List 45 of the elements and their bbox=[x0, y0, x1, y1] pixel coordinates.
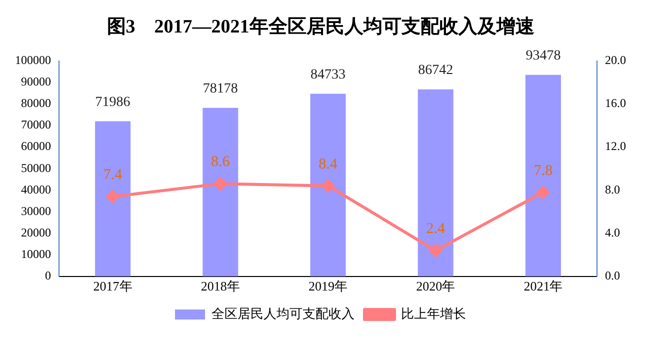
x-tick-label: 2017年 bbox=[93, 278, 132, 294]
bar bbox=[525, 74, 561, 276]
y2-tick-label: 12.0 bbox=[605, 139, 626, 154]
point bbox=[536, 186, 550, 199]
y-tick-label: 0 bbox=[45, 268, 51, 283]
point bbox=[322, 179, 334, 192]
data-label: 2.4 bbox=[426, 220, 446, 237]
data-label: 86742 bbox=[418, 63, 454, 78]
x-tick-label: 2019年 bbox=[308, 278, 348, 294]
y2-tick-label: 20.0 bbox=[605, 52, 626, 67]
y-tick-label: 80000 bbox=[21, 96, 51, 110]
data-label: 8.6 bbox=[211, 154, 230, 170]
y-tick-label: 90000 bbox=[21, 74, 51, 89]
data-label: 84733 bbox=[310, 67, 346, 82]
y-tick-label: 70000 bbox=[21, 118, 51, 132]
bar bbox=[310, 94, 346, 276]
y-tick-label: 60000 bbox=[21, 139, 51, 154]
data-label: 78178 bbox=[202, 82, 238, 97]
data-label: 7.8 bbox=[534, 162, 553, 179]
legend-label: 比上年增长 bbox=[401, 306, 466, 321]
point bbox=[214, 177, 227, 190]
y-tick-label: 20000 bbox=[21, 225, 51, 240]
x-tick-label: 2018年 bbox=[200, 278, 240, 294]
y2-tick-label: 8.0 bbox=[605, 182, 620, 196]
y2-tick-label: 4.0 bbox=[605, 225, 620, 240]
data-label: 8.4 bbox=[318, 156, 338, 172]
chart-title: 图3 2017—2021年全区居民人均可支配收入及增速 bbox=[106, 15, 534, 38]
data-label: 7.4 bbox=[103, 167, 123, 184]
y-tick-label: 40000 bbox=[21, 182, 51, 196]
y-tick-label: 30000 bbox=[21, 204, 51, 218]
y2-tick-label: 16.0 bbox=[605, 96, 626, 110]
y-tick-label: 100000 bbox=[15, 52, 51, 67]
bar bbox=[202, 108, 238, 276]
data-label: 93478 bbox=[526, 48, 561, 64]
point bbox=[429, 244, 442, 258]
bar bbox=[418, 89, 454, 276]
x-tick-label: 2021年 bbox=[524, 278, 563, 294]
y2-tick-label: 0.0 bbox=[605, 268, 620, 283]
y-tick-label: 10000 bbox=[21, 246, 51, 261]
data-label: 71986 bbox=[95, 94, 130, 110]
bar bbox=[95, 121, 131, 276]
point bbox=[106, 190, 120, 204]
x-tick-label: 2020年 bbox=[416, 278, 456, 294]
y-tick-label: 50000 bbox=[21, 160, 51, 175]
legend-label: 全区居民人均可支配收入 bbox=[212, 306, 354, 321]
